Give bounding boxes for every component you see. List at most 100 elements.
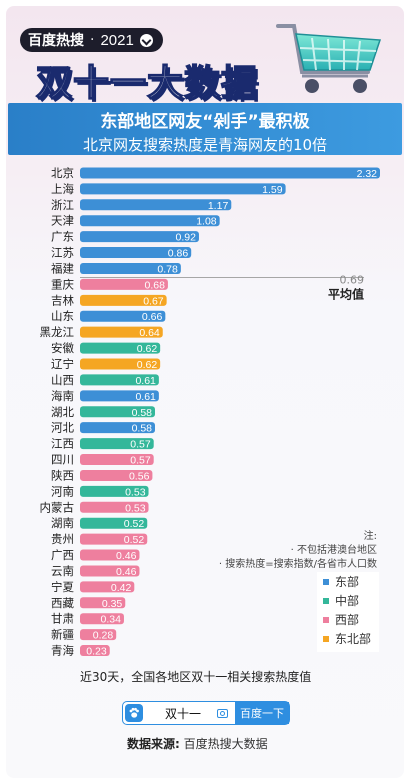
brand-separator: · (90, 32, 95, 48)
notes-line2: · 搜索热度=搜索指数/各省市人口数 (218, 559, 377, 570)
headline-line2: 北京网友搜索热度是青海网友的10倍 (82, 136, 328, 154)
category-label: 安徽 (51, 341, 74, 355)
value-label: 0.35 (102, 598, 123, 610)
value-label: 0.66 (142, 311, 163, 323)
value-label: 0.57 (130, 439, 151, 451)
value-label: 0.67 (143, 295, 164, 307)
category-label: 山东 (51, 309, 74, 323)
value-label: 0.58 (132, 423, 153, 435)
category-label: 上海 (51, 182, 74, 196)
value-label: 2.32 (357, 168, 378, 180)
search-query[interactable]: 双十一 (165, 706, 202, 721)
category-label: 云南 (51, 564, 74, 578)
baidu-paw-icon (125, 704, 143, 722)
category-label: 新疆 (51, 628, 74, 642)
category-label: 广东 (51, 230, 74, 244)
average-value-label: 0.69 (340, 273, 365, 286)
source-value: 百度热搜大数据 (183, 737, 268, 751)
category-label: 江苏 (51, 246, 74, 260)
source-label: 数据来源: (127, 737, 180, 751)
data-bar (80, 581, 135, 593)
value-label: 1.17 (208, 200, 229, 212)
data-bar (80, 406, 155, 418)
data-bar (80, 390, 159, 402)
brand-year: 2021 (100, 31, 134, 49)
category-label: 海南 (51, 389, 74, 403)
value-label: 0.53 (125, 502, 146, 514)
brand-pill: 百度热搜 · 2021 (20, 28, 163, 52)
value-label: 0.52 (124, 534, 145, 546)
average-text-label: 平均值 (328, 286, 364, 301)
value-label: 0.46 (116, 566, 137, 578)
headline-banner: 东部地区网友“剁手”最积极 北京网友搜索热度是青海网友的10倍 (8, 103, 402, 155)
data-bar (80, 183, 286, 195)
data-bar (80, 310, 166, 322)
legend-swatch-central (323, 597, 329, 604)
value-label: 0.62 (137, 359, 158, 371)
search-box[interactable]: 双十一 百度一下 (122, 701, 290, 725)
legend-item-west: 西部 (317, 610, 379, 629)
data-bar (80, 517, 148, 529)
value-label: 1.08 (196, 216, 217, 228)
data-bar (80, 549, 140, 561)
value-label: 0.28 (93, 630, 114, 642)
search-button[interactable]: 百度一下 (235, 702, 289, 724)
value-label: 0.34 (101, 614, 122, 626)
value-label: 0.58 (132, 407, 153, 419)
category-label: 陕西 (51, 468, 74, 482)
value-label: 0.61 (135, 391, 156, 403)
data-bar (80, 629, 117, 641)
headline-line1: 东部地区网友“剁手”最积极 (100, 112, 310, 132)
category-label: 天津 (51, 214, 74, 228)
legend-label-central: 中部 (335, 594, 360, 608)
legend-swatch-west (323, 616, 329, 623)
value-label: 0.52 (124, 518, 145, 530)
category-label: 西藏 (51, 596, 74, 610)
category-label: 江西 (51, 437, 74, 451)
value-label: 0.92 (176, 232, 197, 244)
category-label: 河南 (51, 484, 74, 498)
category-label: 北京 (51, 166, 74, 180)
data-bar (80, 565, 140, 577)
brand-name: 百度热搜 (28, 33, 84, 49)
legend-item-central: 中部 (317, 591, 379, 610)
category-label: 广西 (51, 548, 74, 562)
value-label: 0.86 (168, 248, 189, 260)
category-label: 河北 (51, 421, 74, 435)
value-label: 0.64 (139, 327, 160, 339)
value-label: 0.78 (157, 263, 178, 275)
data-bar (80, 597, 126, 609)
value-label: 0.56 (129, 470, 150, 482)
data-bar (80, 485, 149, 497)
data-bar (80, 262, 181, 274)
value-label: 0.57 (130, 455, 151, 467)
shopping-cart-icon (276, 24, 382, 93)
category-label: 甘肃 (51, 612, 74, 626)
main-title: 双十一大数据 (35, 62, 259, 105)
camera-icon[interactable] (217, 708, 229, 718)
data-bar (80, 231, 199, 243)
chevron-down-icon (139, 33, 153, 47)
data-bar (80, 501, 149, 513)
notes-line1: · 不包括港澳台地区 (290, 545, 377, 556)
legend-label-northeast: 东北部 (335, 632, 372, 646)
data-bar (80, 438, 154, 450)
category-label: 四川 (51, 453, 74, 467)
chart-notes: 注: · 不包括港澳台地区 · 搜索热度=搜索指数/各省市人口数 (219, 530, 377, 572)
data-bar (80, 215, 220, 227)
value-label: 0.62 (137, 343, 158, 355)
category-label: 黑龙江 (40, 325, 75, 339)
data-bar (80, 422, 155, 434)
legend-swatch-northeast (323, 635, 329, 642)
data-bar (80, 167, 380, 179)
category-label: 吉林 (51, 293, 74, 307)
data-bar (80, 326, 163, 338)
notes-title: 注: (363, 531, 377, 542)
category-label: 重庆 (51, 277, 74, 291)
data-bar (80, 247, 192, 259)
value-label: 0.46 (116, 550, 137, 562)
data-bar (80, 469, 153, 481)
data-bar (80, 645, 110, 657)
legend-item-east: 东部 (317, 572, 379, 591)
